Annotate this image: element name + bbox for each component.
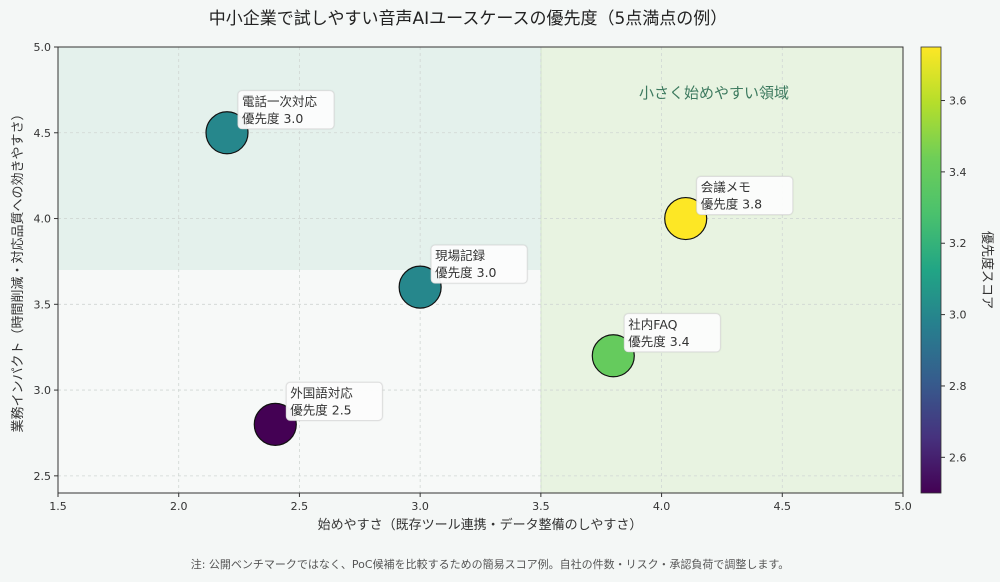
point-label-box: [430, 244, 528, 284]
y-tick-label: 3.0: [34, 384, 52, 397]
y-tick-label: 3.5: [34, 298, 52, 311]
plot-frame: [57, 46, 904, 494]
point-priority-label: 優先度 3.4: [628, 334, 689, 349]
footnote: 注: 公開ベンチマークではなく、PoC候補を比較するための簡易スコア例。自社の件…: [191, 557, 790, 571]
colorbar-ticks: 2.6 2.8 3.0 3.2 3.4 3.6: [941, 95, 967, 464]
easy-start-region: [541, 47, 903, 493]
point-name-label: 電話一次対応: [242, 94, 318, 109]
data-point: [253, 402, 297, 446]
y-axis-label: 業務インパクト（時間削減・対応品質への効きやすさ）: [10, 107, 26, 432]
colorbar-tick-label: 3.4: [949, 166, 967, 179]
data-point: [591, 334, 635, 378]
high-impact-region: [58, 47, 541, 270]
colorbar-label: 優先度スコア: [979, 231, 995, 309]
point-label-box: [696, 176, 794, 215]
point-priority-label: 優先度 3.8: [701, 197, 762, 212]
x-axis-label: 始めやすさ（既存ツール連携・データ整備のしやすさ）: [318, 517, 643, 533]
point-priority-label: 優先度 3.0: [242, 111, 303, 126]
point-name-label: 会議メモ: [701, 180, 751, 195]
x-tick-label: 2.0: [170, 500, 188, 513]
colorbar-tick-label: 3.2: [949, 237, 967, 250]
colorbar-tick-label: 2.6: [949, 451, 967, 464]
chart-title: 中小企業で試しやすい音声AIユースケースの優先度（5点満点の例）: [209, 9, 728, 29]
axis-ticks: 1.5 2.0 2.5 3.0 3.5 4.0 4.5 5.0 2.5 3.0 3.5 4.0 4.5 5…: [34, 41, 912, 513]
region-label: 小さく始めやすい領域: [639, 84, 789, 102]
point-name-label: 現場記録: [435, 248, 486, 263]
data-point: [205, 111, 249, 155]
y-tick-label: 2.5: [34, 470, 52, 483]
x-tick-label: 3.5: [532, 500, 550, 513]
point-name-label: 社内FAQ: [628, 317, 677, 332]
point-label-box: [237, 90, 335, 130]
point-label-box: [285, 381, 383, 421]
point-label-box: [623, 313, 721, 353]
colorbar: [920, 46, 942, 494]
point-name-label: 外国語対応: [290, 385, 353, 400]
colorbar-tick-label: 2.8: [949, 380, 967, 393]
x-tick-label: 1.5: [49, 500, 67, 513]
y-tick-label: 5.0: [34, 41, 52, 54]
data-point: [664, 196, 708, 241]
x-tick-label: 4.5: [774, 500, 792, 513]
data-point: [398, 265, 442, 309]
x-tick-label: 5.0: [894, 500, 912, 513]
point-priority-label: 優先度 2.5: [290, 402, 351, 417]
point-priority-label: 優先度 3.0: [435, 265, 496, 280]
colorbar-tick-label: 3.6: [949, 95, 967, 108]
colorbar-tick-label: 3.0: [949, 309, 967, 322]
y-tick-label: 4.5: [34, 127, 52, 140]
y-tick-label: 4.0: [34, 213, 52, 226]
x-tick-label: 2.5: [291, 500, 309, 513]
x-tick-label: 4.0: [653, 500, 671, 513]
x-tick-label: 3.0: [411, 500, 429, 513]
